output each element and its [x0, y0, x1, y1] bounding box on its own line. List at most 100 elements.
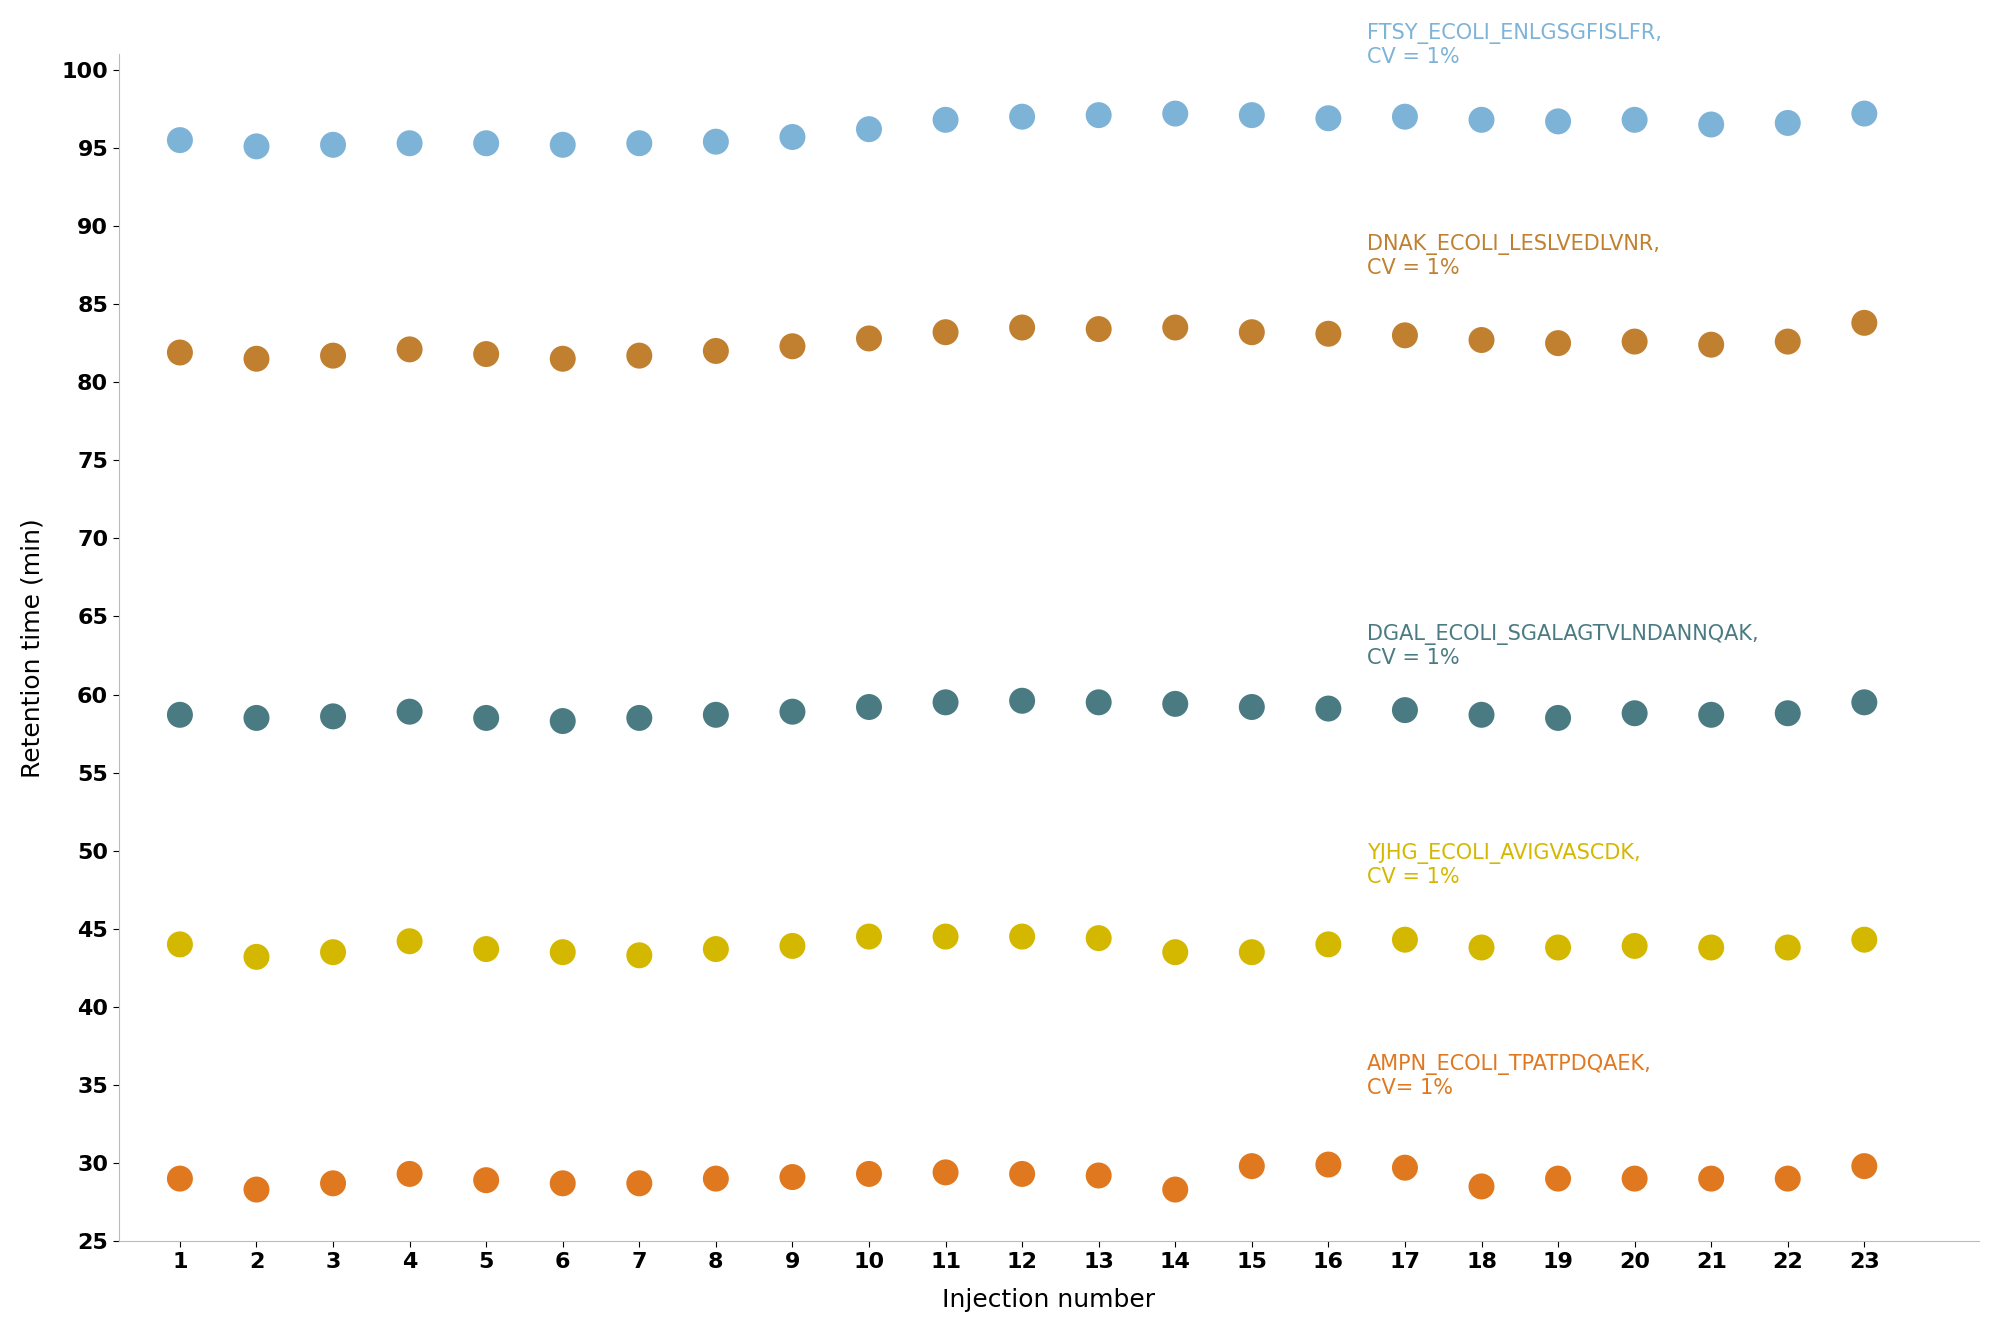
- Point: [1312, 1154, 1344, 1176]
- Point: [470, 1169, 502, 1190]
- Point: [1082, 319, 1114, 340]
- Point: [164, 933, 196, 954]
- Point: [470, 132, 502, 153]
- Point: [164, 1168, 196, 1189]
- Point: [546, 941, 578, 962]
- Point: [1618, 936, 1650, 957]
- Point: [852, 1164, 884, 1185]
- Point: [240, 708, 272, 729]
- Point: [1388, 1157, 1420, 1178]
- Point: [1696, 113, 1728, 135]
- Point: [1236, 321, 1268, 343]
- Point: [776, 936, 808, 957]
- Point: [1848, 929, 1880, 950]
- Point: [624, 1173, 656, 1194]
- Point: [624, 945, 656, 966]
- Point: [1160, 317, 1192, 339]
- Point: [776, 127, 808, 148]
- Point: [164, 341, 196, 363]
- Point: [394, 930, 426, 952]
- Point: [852, 328, 884, 349]
- Point: [852, 119, 884, 140]
- Point: [1236, 941, 1268, 962]
- Point: [318, 135, 350, 156]
- Text: FTSY_ECOLI_ENLGSGFISLFR,
CV = 1%: FTSY_ECOLI_ENLGSGFISLFR, CV = 1%: [1366, 23, 1662, 67]
- Point: [546, 710, 578, 732]
- Point: [546, 135, 578, 156]
- Point: [546, 348, 578, 369]
- Point: [700, 340, 732, 361]
- Point: [394, 132, 426, 153]
- Point: [318, 705, 350, 726]
- Point: [700, 938, 732, 960]
- Point: [1772, 112, 1804, 133]
- Point: [240, 136, 272, 157]
- Point: [318, 345, 350, 367]
- Point: [394, 701, 426, 722]
- Point: [318, 941, 350, 962]
- Point: [1466, 109, 1498, 131]
- Point: [930, 926, 962, 948]
- Point: [470, 938, 502, 960]
- Point: [1696, 937, 1728, 958]
- Point: [1236, 1156, 1268, 1177]
- Text: DNAK_ECOLI_LESLVEDLVNR,
CV = 1%: DNAK_ECOLI_LESLVEDLVNR, CV = 1%: [1366, 233, 1660, 279]
- Point: [1848, 103, 1880, 124]
- Point: [1388, 107, 1420, 128]
- Point: [394, 339, 426, 360]
- Point: [1160, 693, 1192, 714]
- Point: [240, 1178, 272, 1200]
- Point: [624, 345, 656, 367]
- Point: [1618, 1168, 1650, 1189]
- Point: [164, 129, 196, 151]
- Point: [1388, 700, 1420, 721]
- Point: [1542, 1168, 1574, 1189]
- Point: [1236, 696, 1268, 717]
- Point: [1618, 331, 1650, 352]
- Point: [1388, 929, 1420, 950]
- Text: DGAL_ECOLI_SGALAGTVLNDANNQAK,
CV = 1%: DGAL_ECOLI_SGALAGTVLNDANNQAK, CV = 1%: [1366, 624, 1758, 668]
- Point: [1542, 111, 1574, 132]
- Point: [1772, 331, 1804, 352]
- Point: [1618, 109, 1650, 131]
- Point: [1006, 926, 1038, 948]
- Point: [1006, 107, 1038, 128]
- Point: [1542, 708, 1574, 729]
- Point: [1312, 323, 1344, 344]
- Point: [776, 336, 808, 357]
- Point: [1312, 933, 1344, 954]
- Point: [394, 1164, 426, 1185]
- Point: [1006, 1164, 1038, 1185]
- Point: [1236, 104, 1268, 125]
- Point: [470, 708, 502, 729]
- X-axis label: Injection number: Injection number: [942, 1288, 1156, 1312]
- Point: [930, 109, 962, 131]
- Point: [240, 946, 272, 968]
- Point: [1848, 312, 1880, 333]
- Point: [546, 1173, 578, 1194]
- Point: [1696, 335, 1728, 356]
- Point: [1160, 103, 1192, 124]
- Point: [1618, 702, 1650, 724]
- Point: [700, 131, 732, 152]
- Point: [776, 1166, 808, 1188]
- Point: [1312, 698, 1344, 720]
- Point: [1006, 317, 1038, 339]
- Point: [776, 701, 808, 722]
- Point: [1772, 1168, 1804, 1189]
- Point: [930, 1161, 962, 1182]
- Point: [1082, 928, 1114, 949]
- Point: [1696, 1168, 1728, 1189]
- Point: [1696, 704, 1728, 725]
- Y-axis label: Retention time (min): Retention time (min): [20, 517, 44, 777]
- Point: [1312, 108, 1344, 129]
- Point: [1388, 325, 1420, 347]
- Point: [930, 692, 962, 713]
- Point: [470, 344, 502, 365]
- Point: [624, 132, 656, 153]
- Point: [1848, 1156, 1880, 1177]
- Point: [1160, 941, 1192, 962]
- Point: [1466, 704, 1498, 725]
- Point: [1848, 692, 1880, 713]
- Point: [1772, 702, 1804, 724]
